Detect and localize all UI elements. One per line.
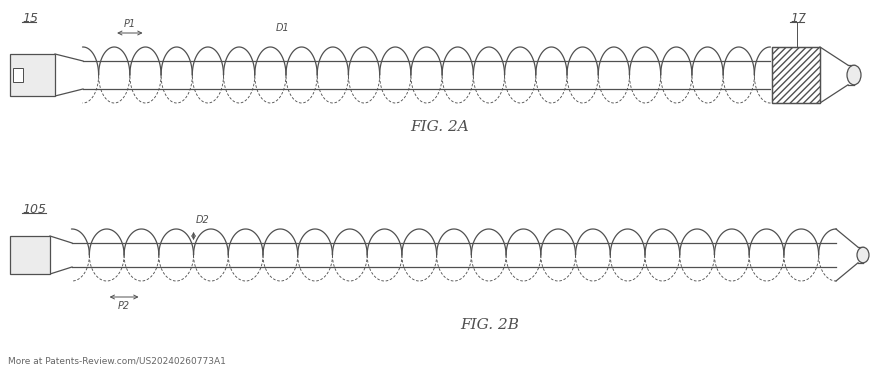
Text: 105: 105 [22,203,46,216]
Ellipse shape [847,65,861,85]
Bar [772,47,820,103]
Bar [772,47,820,103]
Bar [10,54,55,96]
Text: FIG. 2A: FIG. 2A [411,120,469,134]
Text: D2: D2 [195,215,209,225]
Text: More at Patents-Review.com/US20240260773A1: More at Patents-Review.com/US20240260773… [8,356,226,365]
Text: FIG. 2B: FIG. 2B [460,318,519,332]
Text: 15: 15 [22,12,38,25]
Bar [772,47,820,103]
Bar [13,68,23,82]
Text: P2: P2 [118,301,130,311]
Bar [10,236,50,274]
Ellipse shape [857,247,869,263]
Text: 17: 17 [790,12,806,25]
Text: P1: P1 [124,19,136,29]
Text: D1: D1 [275,23,290,33]
